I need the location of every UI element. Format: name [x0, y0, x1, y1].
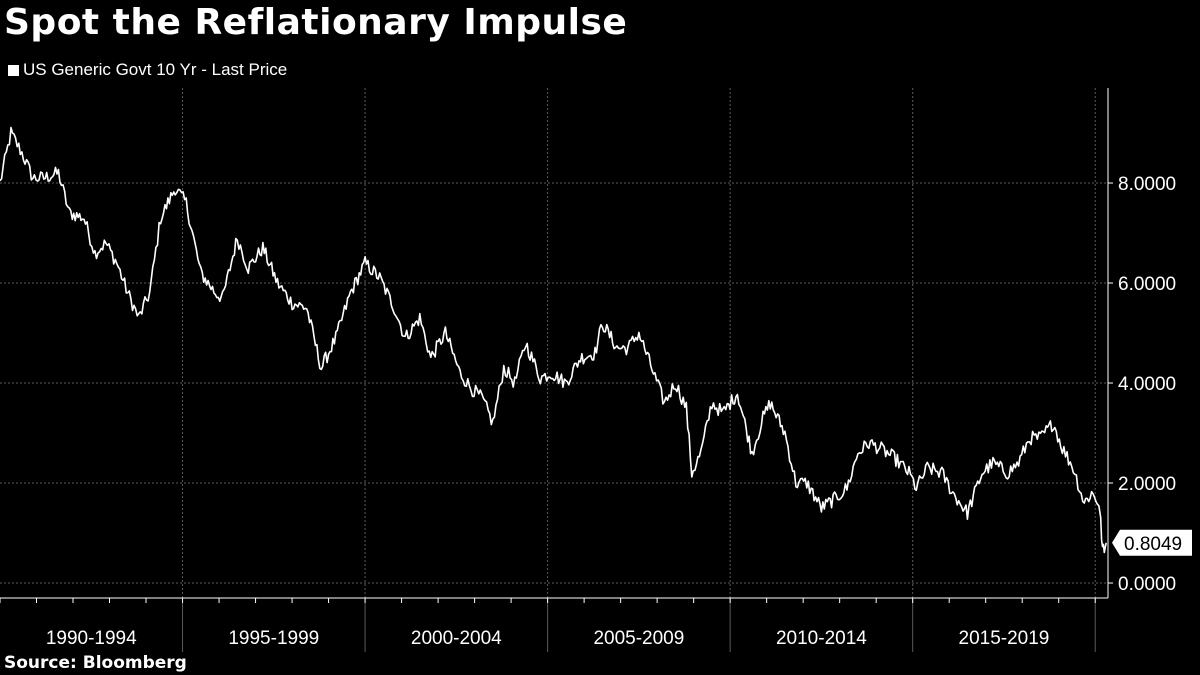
chart-legend: US Generic Govt 10 Yr - Last Price [8, 60, 287, 80]
y-tick-label: 0.0000 [1118, 574, 1176, 595]
tick-labels: 0.0000 2.0000 4.0000 6.0000 8.0000 1990-1994 1… [46, 174, 1192, 649]
y-tick-label: 2.0000 [1118, 474, 1176, 495]
y-tick-label: 4.0000 [1118, 374, 1176, 395]
x-category-label: 1990-1994 [46, 628, 137, 649]
x-category-label: 2015-2019 [959, 628, 1050, 649]
x-category-label: 2000-2004 [411, 628, 502, 649]
axes [0, 88, 1113, 652]
series-line-us10y [0, 126, 1107, 554]
chart-title: Spot the Reflationary Impulse [4, 2, 628, 43]
last-value-label: 0.8049 [1124, 534, 1182, 555]
grid-lines [0, 88, 1108, 598]
y-tick-label: 6.0000 [1118, 274, 1176, 295]
legend-label: US Generic Govt 10 Yr - Last Price [23, 60, 288, 79]
legend-swatch [8, 64, 19, 76]
source-note: Source: Bloomberg [4, 653, 187, 673]
y-tick-label: 8.0000 [1118, 174, 1176, 195]
last-value-badge [1112, 529, 1192, 556]
x-category-label: 2005-2009 [593, 628, 684, 649]
series-layer [0, 126, 1107, 554]
x-category-label: 2010-2014 [776, 628, 867, 649]
x-category-label: 1995-1999 [228, 628, 319, 649]
